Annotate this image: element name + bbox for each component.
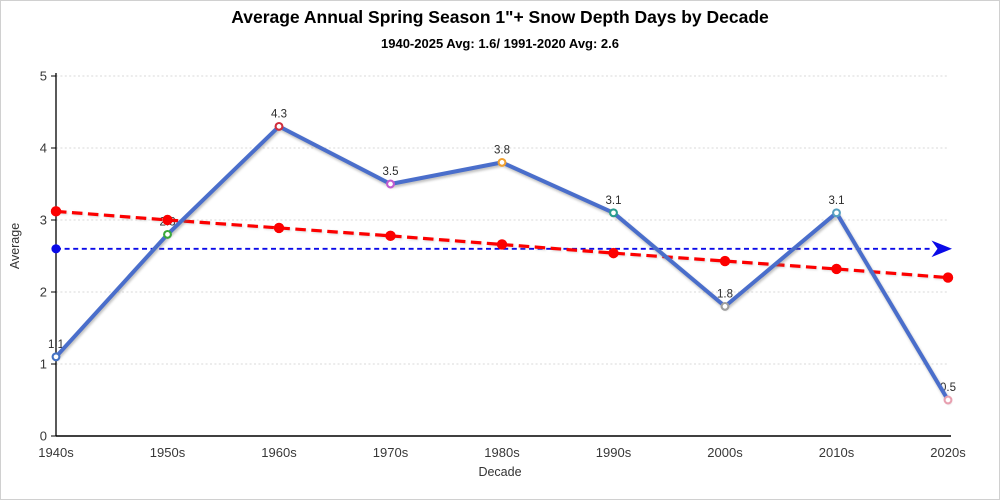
y-tick-label: 5 [40,69,47,84]
x-axis-title: Decade [478,465,522,479]
x-tick-label: 1980s [484,445,520,460]
series-point-marker [51,352,61,362]
x-tick-label: 2000s [707,445,743,460]
data-label: 3.1 [606,195,622,207]
data-label: 3.1 [829,195,845,207]
y-tick-label: 4 [40,141,47,156]
y-tick-label: 2 [40,285,47,300]
trend-line [55,209,949,280]
series-point-marker [720,301,730,311]
chart-title: Average Annual Spring Season 1"+ Snow De… [231,7,769,27]
series-point-marker [163,229,172,239]
x-tick-label: 1950s [150,445,186,460]
series-point-marker [274,121,284,131]
series-point-marker [497,157,507,167]
data-label: 4.3 [271,108,287,120]
reference-line-start-dot [51,244,61,254]
series-line [54,124,950,402]
data-label: 1.1 [48,339,64,351]
series-point-marker [609,208,618,218]
trend-point-marker [719,255,731,267]
x-tick-label: 2020s [930,445,966,460]
trend-point-marker [608,247,619,259]
data-label: 3.5 [383,166,399,178]
trend-point-marker [162,214,173,226]
series-point-marker [832,208,841,218]
y-tick-label: 3 [40,213,47,228]
data-label: 1.8 [717,288,733,300]
x-tick-label: 1940s [38,445,74,460]
trend-point-marker [50,206,62,217]
series-point-marker [386,179,395,189]
x-tick-label: 2010s [819,445,855,460]
y-tick-label: 0 [40,429,47,444]
y-tick-label: 1 [40,357,47,372]
trend-point-marker [496,239,508,250]
trend-point-marker [385,230,396,242]
reference-line-arrow-icon [931,240,952,258]
x-tick-label: 1970s [373,445,409,460]
y-axis-title: Average [8,222,22,270]
trend-point-marker [273,222,285,234]
trend-point-marker [942,272,954,283]
x-tick-label: 1960s [261,445,297,460]
series-point-marker [943,395,953,405]
chart-subtitle: 1940-2025 Avg: 1.6/ 1991-2020 Avg: 2.6 [381,36,619,51]
data-label: 3.8 [494,144,510,156]
x-tick-label: 1990s [596,445,632,460]
trend-point-marker [831,263,842,275]
